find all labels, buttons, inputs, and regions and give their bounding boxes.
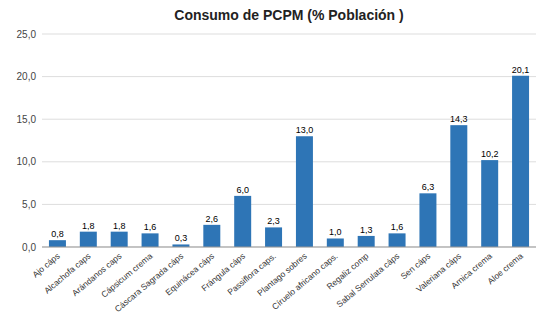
y-tick-label: 20,0 xyxy=(17,71,37,82)
chart-container: Consumo de PCPM (% Población ) 0,0 5,0 10,0… xyxy=(0,0,546,335)
bar xyxy=(327,238,344,247)
title: Consumo de PCPM (% Población ) xyxy=(174,7,403,23)
data-label: 0,3 xyxy=(175,233,188,243)
bar xyxy=(450,125,467,247)
y-tick-label: 5,0 xyxy=(22,199,36,210)
data-label: 1,6 xyxy=(144,222,157,232)
chart: Consumo de PCPM (% Población ) 0,0 5,0 10,0… xyxy=(0,0,546,335)
y-tick-label: 0,0 xyxy=(22,242,36,253)
data-label: 20,1 xyxy=(512,65,530,75)
data-label: 1,0 xyxy=(329,227,342,237)
grid-line xyxy=(42,34,536,35)
bar xyxy=(296,136,313,247)
data-label: 14,3 xyxy=(450,114,468,124)
bar xyxy=(481,160,498,247)
grid-line xyxy=(42,76,536,77)
bar xyxy=(389,233,406,247)
data-label: 10,2 xyxy=(481,149,499,159)
x-tick-label: Arnica crema xyxy=(449,251,494,291)
bar xyxy=(512,76,529,247)
data-label: 1,8 xyxy=(113,221,126,231)
y-tick-label: 25,0 xyxy=(17,29,37,40)
y-tick-label: 10,0 xyxy=(17,156,37,167)
bar xyxy=(203,225,220,247)
bars xyxy=(49,76,529,247)
x-axis-line xyxy=(42,247,536,248)
x-tick-label: Sabal Serrulata cáps xyxy=(334,251,401,309)
bar xyxy=(49,240,66,247)
data-label: 0,8 xyxy=(51,229,64,239)
bar xyxy=(142,233,159,247)
x-tick-label: Aloe crema xyxy=(485,251,525,286)
data-label: 1,8 xyxy=(82,221,95,231)
bar xyxy=(419,193,436,247)
data-label: 1,6 xyxy=(391,222,404,232)
data-label: 6,0 xyxy=(236,185,249,195)
data-label: 1,3 xyxy=(360,225,373,235)
bar xyxy=(234,196,251,247)
bar xyxy=(358,236,375,247)
data-label: 6,3 xyxy=(422,182,435,192)
bar xyxy=(111,232,128,247)
data-label: 2,3 xyxy=(267,216,280,226)
grid xyxy=(42,34,536,247)
x-tick-label: Cápsicum crema xyxy=(99,251,154,300)
y-tick-label: 15,0 xyxy=(17,114,37,125)
data-label: 13,0 xyxy=(296,125,314,135)
grid-line xyxy=(42,247,536,248)
data-label: 2,6 xyxy=(206,214,219,224)
bar xyxy=(80,232,97,247)
bar xyxy=(265,227,282,247)
